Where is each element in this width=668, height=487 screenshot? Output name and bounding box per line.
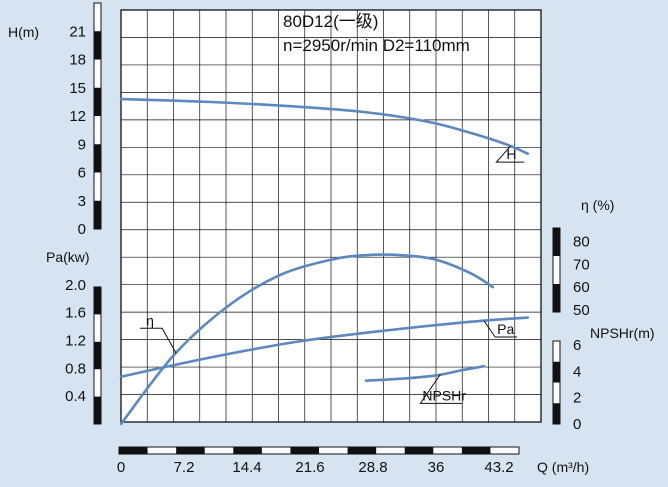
h-tick-label: 9 — [78, 136, 86, 153]
curve-eta — [119, 253, 495, 426]
pa-axis-label: Pa(kw) — [46, 249, 90, 265]
eta-scale-segment — [553, 228, 560, 256]
h-tick-label: 18 — [69, 52, 86, 69]
npshr-axis-label: NPSHr(m) — [590, 325, 655, 341]
h-tick-label: 3 — [78, 193, 86, 210]
pa-tick-label: 0.4 — [65, 388, 86, 405]
q-tick-label: 28.8 — [358, 459, 387, 476]
eta-series-label: η — [146, 312, 154, 328]
h-tick-label: 21 — [69, 23, 86, 40]
curve-npshr — [364, 364, 486, 382]
h-scale-segment — [94, 144, 101, 173]
q-scale-segment — [233, 447, 262, 454]
chart-subtitle: n=2950r/min D2=110mm — [283, 36, 470, 55]
pa-scale-segment — [94, 341, 101, 370]
npshr-scale-segment — [553, 403, 560, 424]
h-tick-label: 12 — [69, 108, 86, 125]
q-scale-segment — [119, 447, 148, 454]
npshr-tick-label: 6 — [573, 337, 581, 354]
eta-axis-label: η (%) — [581, 197, 614, 213]
axis-scales: 0369121518210.40.81.21.62.05060708002460… — [65, 2, 590, 476]
h-tick-label: 0 — [78, 221, 86, 238]
pa-scale-segment — [94, 287, 101, 315]
npshr-leader — [419, 374, 463, 404]
h-scale-segment — [94, 200, 101, 229]
q-scale-segment — [176, 447, 205, 454]
q-tick-label: 21.6 — [295, 459, 324, 476]
q-axis-label: Q (m³/h) — [537, 459, 589, 475]
npshr-tick-label: 0 — [573, 416, 581, 433]
h-scale-segment — [94, 87, 101, 116]
curves: Hη Pa NPSHr — [119, 97, 530, 426]
q-tick-label: 0 — [117, 459, 125, 476]
labels: 80D12(一级) n=2950r/min D2=110mm H(m) Pa(k… — [8, 12, 655, 475]
q-scale-segment — [347, 447, 377, 454]
npshr-series-label: NPSHr — [422, 387, 466, 403]
pa-tick-label: 1.6 — [65, 305, 86, 322]
h-scale-segment — [94, 31, 101, 60]
h-axis-label: H(m) — [8, 24, 39, 40]
q-tick-label: 7.2 — [174, 459, 195, 476]
q-tick-label: 36 — [428, 459, 445, 476]
npshr-tick-label: 2 — [573, 390, 581, 407]
q-scale-segment — [461, 447, 491, 454]
h-tick-label: 6 — [78, 165, 86, 182]
curve-pa — [119, 316, 530, 378]
q-tick-label: 14.4 — [232, 459, 261, 476]
q-scale-segment — [290, 447, 319, 454]
q-scale-segment — [404, 447, 434, 454]
pa-tick-label: 0.8 — [65, 360, 86, 377]
h-series-label: H — [506, 146, 516, 162]
eta-tick-label: 50 — [573, 302, 590, 319]
npshr-scale-segment — [553, 361, 560, 383]
eta-tick-label: 70 — [573, 256, 590, 273]
eta-leader — [140, 327, 177, 354]
pa-tick-label: 2.0 — [65, 277, 86, 294]
h-leader — [495, 145, 525, 163]
chart-title: 80D12(一级) — [283, 12, 378, 31]
pa-scale-segment — [94, 396, 101, 424]
pa-series-label: Pa — [497, 321, 514, 337]
q-tick-label: 43.2 — [484, 459, 513, 476]
eta-tick-label: 60 — [573, 279, 590, 296]
eta-tick-label: 80 — [573, 233, 590, 250]
eta-scale-segment — [553, 284, 560, 312]
h-tick-label: 15 — [69, 80, 86, 97]
grid — [121, 10, 541, 422]
curve-h — [119, 97, 530, 155]
npshr-tick-label: 4 — [573, 363, 581, 380]
pa-leader — [483, 320, 518, 338]
pa-tick-label: 1.2 — [65, 333, 86, 350]
